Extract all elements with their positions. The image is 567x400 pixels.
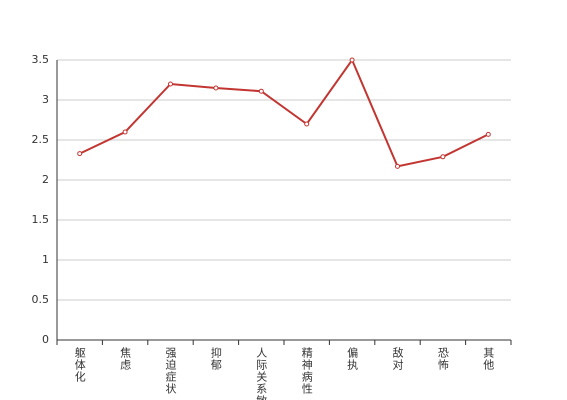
point [77, 151, 83, 157]
point [122, 129, 128, 135]
point [213, 85, 219, 91]
point [485, 131, 491, 137]
x-tick-label: 恐怖 [436, 347, 449, 371]
y-tick-label: 2.5 [32, 133, 50, 146]
line [79, 57, 489, 168]
point [395, 163, 400, 169]
x-tick-label: 躯体化 [73, 347, 86, 383]
y-tick-label: 1 [42, 253, 49, 266]
x-tick-label: 其他 [482, 347, 495, 371]
y-tick-label: 2 [42, 173, 49, 186]
point [168, 81, 173, 87]
x-tick-label: 人际关系敏感 [255, 347, 268, 400]
x-tick-label: 敌对 [391, 346, 404, 371]
x-tick-label: 焦虑 [119, 347, 132, 371]
x-tick-label: 精神病性 [300, 347, 313, 395]
point [349, 57, 355, 63]
x-tick-label: 强迫症状 [164, 347, 177, 395]
y-tick-label: 3 [42, 93, 49, 106]
y-tick-label: 3.5 [32, 53, 50, 66]
y-tick-label: 0 [42, 333, 49, 346]
point [304, 121, 310, 127]
point [440, 154, 446, 160]
x-tick-label: 偏执 [346, 346, 359, 371]
x-tick-label: 抑郁 [209, 346, 222, 371]
point [258, 88, 264, 94]
y-tick-label: 1.5 [32, 213, 50, 226]
y-tick-label: 0.5 [32, 293, 50, 306]
